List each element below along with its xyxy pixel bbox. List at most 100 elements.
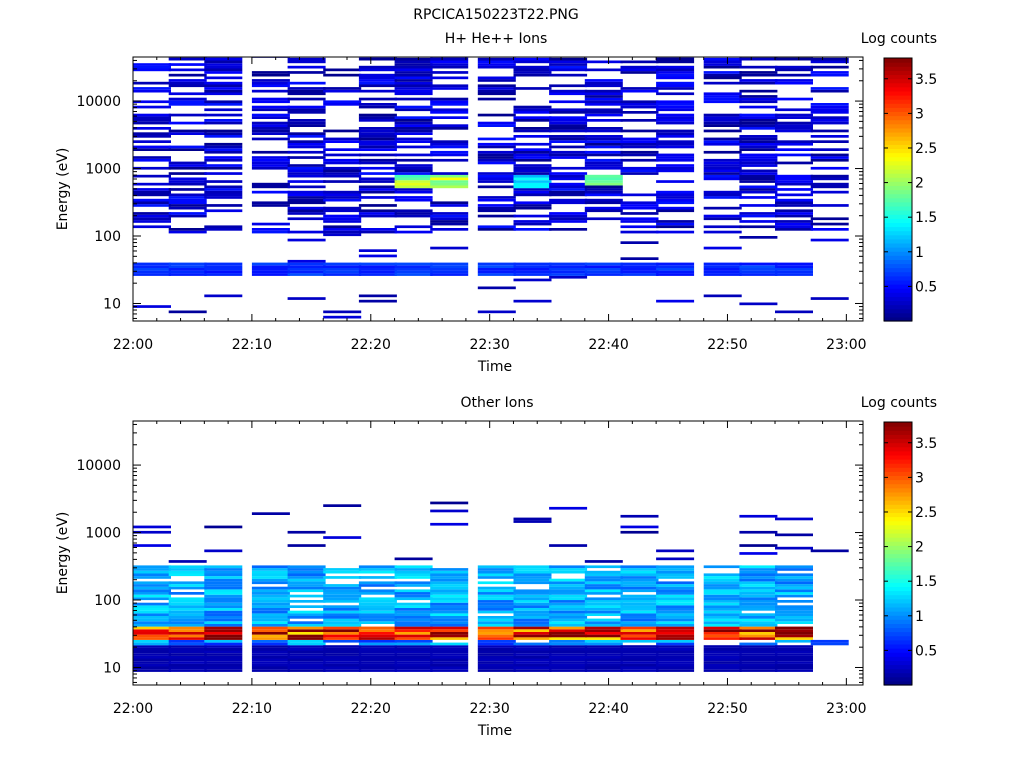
heatmap-cell	[168, 57, 207, 61]
heatmap-cell	[775, 610, 813, 614]
heatmap-cell	[620, 573, 659, 577]
heatmap-cell	[287, 573, 326, 577]
heatmap-cell	[775, 546, 813, 550]
colorbar-swatch	[884, 627, 912, 633]
heatmap-cell	[477, 645, 516, 648]
heatmap-cell	[251, 201, 290, 205]
heatmap-cell	[168, 262, 207, 266]
heatmap-cell	[656, 100, 695, 104]
heatmap-cell	[358, 639, 397, 643]
heatmap-cell	[703, 124, 742, 127]
colorbar-swatch	[884, 590, 912, 596]
heatmap-cell	[358, 161, 397, 165]
colorbar-swatch	[884, 434, 912, 440]
heatmap-cell	[168, 204, 207, 207]
heatmap-cell	[775, 634, 813, 638]
heatmap-cell	[739, 225, 778, 229]
heatmap-cell	[358, 655, 397, 659]
heatmap-cell	[133, 581, 171, 585]
heatmap-cell	[703, 150, 742, 154]
heatmap-cell	[549, 608, 588, 611]
heatmap-cell	[394, 647, 433, 651]
heatmap-cell	[204, 573, 243, 577]
heatmap-cell	[204, 602, 243, 606]
heatmap-cell	[656, 196, 695, 199]
heatmap-cell	[204, 185, 243, 189]
figure-title: RPCICA150223T22.PNG	[413, 7, 578, 23]
heatmap-cell	[251, 230, 290, 234]
heatmap-cell	[775, 568, 813, 571]
heatmap-cell	[394, 92, 433, 96]
heatmap-cell	[477, 92, 516, 96]
heatmap-cell	[204, 100, 243, 104]
heatmap-cell	[703, 119, 742, 122]
heatmap-cell	[168, 206, 207, 210]
heatmap-cell	[133, 565, 171, 569]
colorbar-swatch	[884, 450, 912, 456]
heatmap-cell	[358, 613, 397, 616]
heatmap-cell	[358, 647, 397, 651]
colorbar-swatch	[884, 185, 912, 191]
heatmap-cell	[703, 605, 742, 608]
heatmap-cell	[513, 60, 552, 64]
heatmap-cell	[549, 92, 588, 96]
heatmap-cell	[703, 265, 742, 268]
heatmap-cell	[549, 267, 588, 271]
heatmap-cell	[775, 177, 813, 181]
heatmap-cell	[513, 520, 552, 523]
heatmap-cell	[656, 634, 695, 638]
heatmap-cell	[358, 166, 397, 170]
heatmap-cell	[204, 589, 243, 593]
heatmap-cell	[549, 623, 588, 627]
heatmap-cell	[394, 639, 433, 643]
heatmap-cell	[513, 108, 552, 112]
heatmap-cell	[133, 573, 171, 577]
heatmap-cell	[656, 76, 695, 80]
y-tick-label: 10	[103, 660, 121, 676]
heatmap-cell	[584, 166, 623, 170]
heatmap-cell	[133, 655, 171, 659]
heatmap-cell	[168, 228, 207, 231]
heatmap-cell	[323, 100, 362, 104]
heatmap-cell	[656, 60, 695, 64]
heatmap-cell	[477, 153, 516, 157]
heatmap-cell	[513, 172, 552, 175]
heatmap-cell	[513, 228, 552, 231]
heatmap-cell	[477, 605, 516, 608]
heatmap-cell	[775, 650, 813, 654]
heatmap-cell	[394, 73, 433, 77]
heatmap-cell	[251, 565, 290, 569]
panel-1-ylabel: Energy (eV)	[55, 148, 71, 231]
heatmap-cell	[656, 142, 695, 146]
heatmap-cell	[251, 570, 290, 574]
heatmap-cell	[168, 310, 207, 314]
heatmap-cell	[204, 156, 243, 159]
heatmap-cell	[656, 201, 695, 205]
heatmap-cell	[133, 145, 171, 149]
heatmap-cell	[739, 584, 778, 587]
heatmap-cell	[775, 121, 813, 125]
colorbar-swatch	[884, 189, 912, 195]
heatmap-cell	[204, 132, 243, 135]
heatmap-cell	[168, 653, 207, 656]
heatmap-cell	[477, 666, 516, 670]
heatmap-cell	[430, 631, 469, 635]
heatmap-cell	[739, 97, 778, 101]
heatmap-cell	[513, 142, 552, 146]
heatmap-cell	[775, 201, 813, 205]
heatmap-cell	[549, 610, 588, 614]
heatmap-cell	[549, 631, 588, 635]
heatmap-cell	[358, 661, 397, 664]
colorbar-swatch	[884, 639, 912, 645]
heatmap-cell	[775, 605, 813, 608]
heatmap-cell	[133, 116, 171, 119]
heatmap-cell	[394, 557, 433, 561]
heatmap-cell	[513, 153, 552, 157]
heatmap-cell	[168, 637, 207, 640]
heatmap-cell	[430, 618, 469, 622]
heatmap-cell	[251, 166, 290, 170]
colorbar-swatch	[884, 148, 912, 154]
heatmap-cell	[358, 568, 397, 571]
heatmap-cell	[513, 169, 552, 173]
colorbar-swatch	[884, 127, 912, 133]
